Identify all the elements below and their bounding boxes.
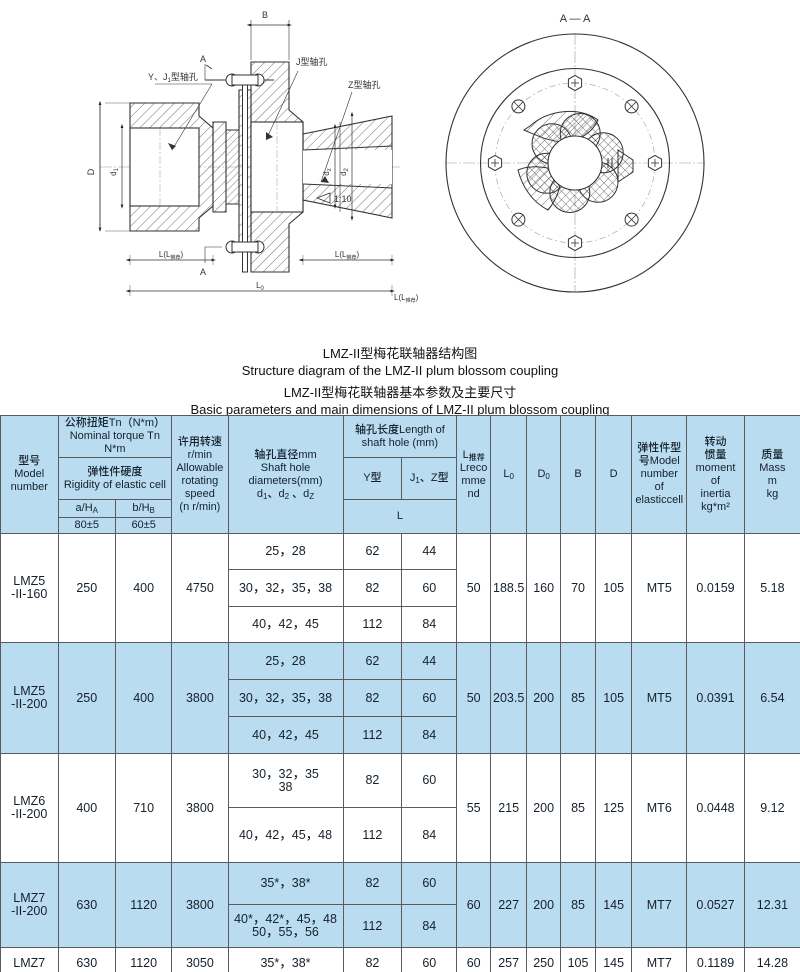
svg-text:d1: d1	[109, 167, 120, 175]
svg-text:L(L推荐): L(L推荐)	[159, 250, 184, 261]
svg-text:A — A: A — A	[560, 13, 591, 25]
svg-text:Z型轴孔: Z型轴孔	[348, 79, 381, 90]
svg-text:A: A	[200, 267, 206, 277]
svg-text:L(L推荐): L(L推荐)	[394, 293, 419, 304]
svg-text:B: B	[262, 10, 268, 20]
svg-text:L0: L0	[256, 281, 264, 292]
svg-text:1:10: 1:10	[334, 194, 352, 204]
svg-text:A: A	[200, 54, 206, 64]
svg-text:J型轴孔: J型轴孔	[296, 56, 328, 67]
svg-text:Y、J1型轴孔: Y、J1型轴孔	[148, 71, 198, 84]
svg-text:L(L推荐): L(L推荐)	[335, 250, 360, 261]
svg-text:D: D	[86, 168, 96, 175]
